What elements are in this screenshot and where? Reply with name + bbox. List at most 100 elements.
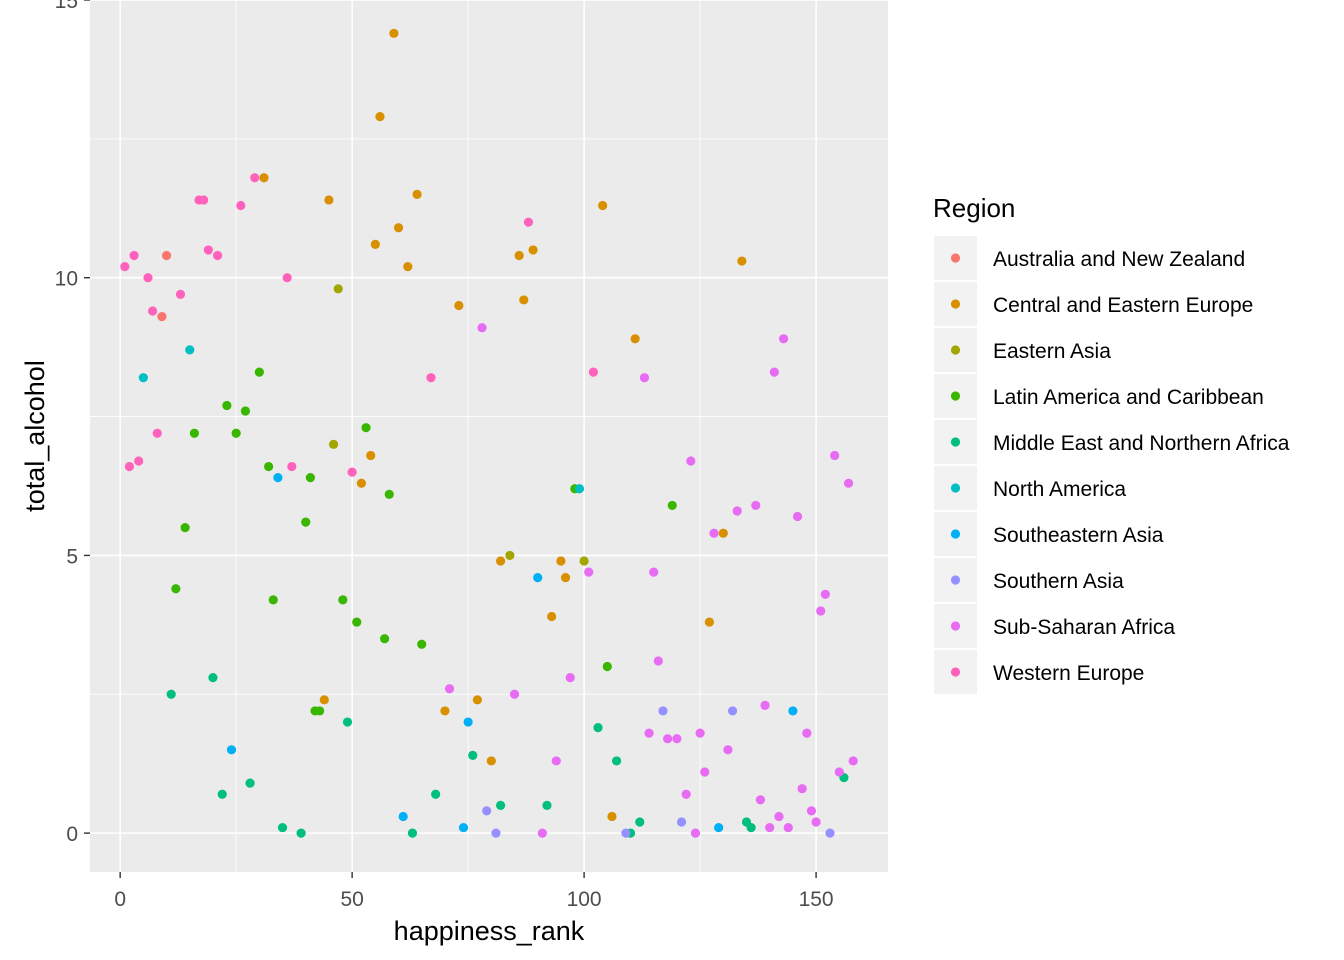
data-point — [825, 828, 835, 838]
data-point — [324, 195, 334, 205]
data-point — [431, 789, 441, 799]
y-tick-label: 0 — [66, 823, 78, 846]
legend-label: Australia and New Zealand — [993, 248, 1245, 271]
data-point — [593, 722, 603, 733]
data-point — [602, 661, 612, 672]
data-point — [709, 528, 719, 538]
data-point — [779, 334, 789, 344]
data-point — [630, 334, 640, 344]
data-point — [226, 745, 237, 755]
data-point — [305, 473, 315, 483]
y-tick-label: 5 — [66, 545, 78, 568]
data-point — [848, 756, 858, 766]
data-point — [403, 261, 413, 272]
data-point — [667, 500, 677, 511]
data-point — [477, 323, 487, 333]
data-point — [551, 756, 561, 766]
legend-key-point — [950, 345, 961, 355]
data-point — [653, 656, 663, 666]
data-point — [806, 806, 817, 816]
data-point — [658, 706, 668, 716]
data-point — [579, 556, 589, 566]
data-point — [370, 239, 380, 249]
data-point — [380, 634, 390, 644]
data-point — [727, 706, 738, 716]
data-point — [584, 567, 594, 577]
data-point — [352, 617, 362, 627]
data-point — [704, 617, 714, 627]
data-point — [700, 767, 710, 777]
data-point — [783, 822, 793, 833]
data-point — [686, 456, 696, 466]
data-point — [611, 756, 622, 766]
data-point — [820, 589, 830, 599]
data-point — [319, 695, 329, 705]
data-point — [774, 811, 784, 822]
data-point — [491, 828, 501, 838]
minor-gridlines — [90, 0, 888, 872]
data-point — [356, 478, 367, 488]
x-tick-label: 150 — [799, 888, 834, 911]
data-point — [519, 295, 529, 305]
data-point — [273, 473, 283, 483]
data-point — [690, 828, 701, 838]
data-point — [755, 795, 766, 805]
data-point — [816, 606, 826, 616]
data-point — [134, 456, 144, 466]
data-point — [454, 300, 464, 311]
data-point — [333, 284, 343, 294]
legend-key-point — [950, 391, 961, 401]
data-point — [161, 250, 172, 261]
legend-key-point — [950, 437, 961, 447]
data-point — [663, 734, 673, 744]
data-point — [514, 250, 524, 261]
data-point — [649, 567, 659, 577]
data-point — [440, 706, 450, 716]
data-point — [361, 423, 371, 433]
data-point — [463, 717, 473, 727]
data-point — [398, 811, 408, 822]
data-point — [523, 217, 534, 227]
data-point — [533, 573, 543, 583]
data-point — [681, 789, 691, 799]
data-point — [185, 345, 195, 355]
data-point — [811, 817, 821, 827]
data-point — [676, 817, 687, 827]
data-point — [315, 706, 325, 716]
data-point — [574, 484, 585, 494]
y-tick-label: 10 — [55, 268, 78, 291]
legend-key-point — [950, 667, 961, 677]
data-point — [138, 373, 148, 383]
data-point — [588, 367, 598, 377]
legend-items: Australia and New Zealand Central and Eas… — [934, 236, 1290, 694]
data-point — [644, 728, 654, 738]
data-point — [268, 595, 278, 605]
data-point — [769, 367, 779, 377]
data-point — [468, 750, 478, 760]
data-point — [417, 639, 427, 649]
y-tick-label: 15 — [55, 0, 78, 13]
data-point — [426, 373, 436, 383]
x-axis-label: happiness_rank — [394, 916, 585, 946]
data-point — [621, 828, 631, 838]
data-point — [751, 500, 761, 511]
data-point — [565, 673, 575, 683]
data-point — [458, 822, 469, 833]
data-point — [282, 273, 292, 283]
y-axis-label: total_alcohol — [20, 360, 50, 512]
x-tick-labels: 0 50 100 150 — [114, 888, 833, 911]
data-point — [737, 256, 747, 266]
data-point — [788, 706, 798, 716]
data-point — [250, 173, 260, 183]
legend-key-point — [950, 483, 961, 493]
data-point — [217, 789, 227, 799]
data-point — [240, 406, 251, 416]
data-points — [120, 28, 858, 838]
data-point — [607, 811, 617, 822]
data-point — [802, 728, 812, 738]
data-point — [746, 822, 756, 833]
data-point — [639, 373, 650, 383]
data-point — [384, 489, 394, 499]
data-point — [120, 261, 130, 272]
